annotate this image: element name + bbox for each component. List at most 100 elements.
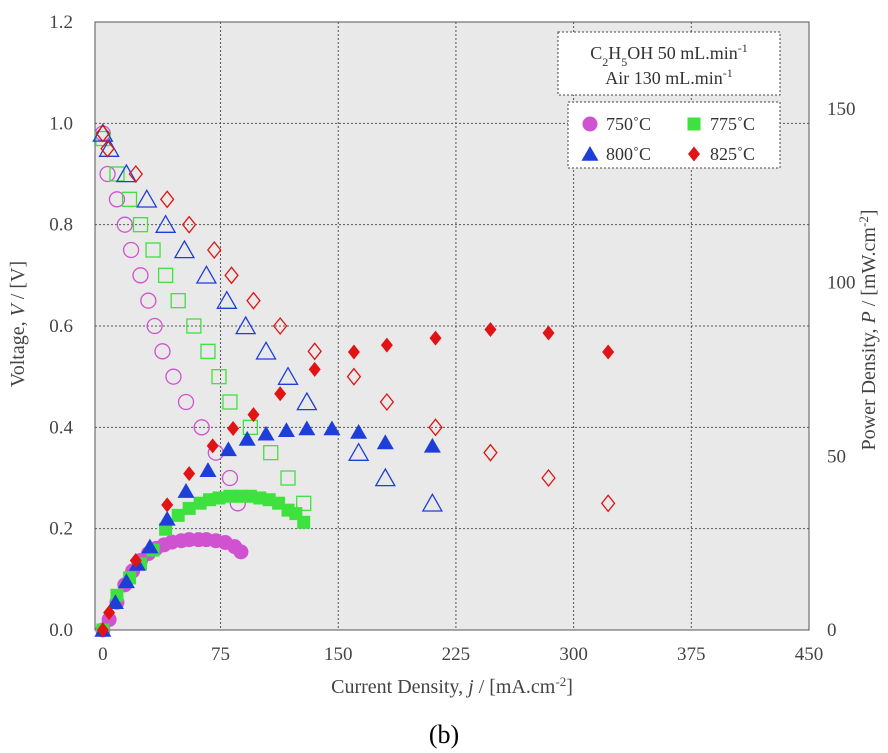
voltage-point — [379, 392, 395, 412]
power-point — [158, 510, 176, 526]
power-point — [274, 386, 287, 402]
x-axis-label: Current Density, j / [mA.cm-2] — [331, 674, 573, 699]
legend-marker — [582, 116, 598, 132]
voltage-point — [195, 265, 218, 284]
x-tick-label: 225 — [442, 644, 471, 665]
voltage-point — [211, 369, 227, 385]
series-825 — [95, 124, 616, 638]
voltage-point — [348, 442, 370, 461]
voltage-point — [600, 494, 616, 513]
y2-tick-label: 100 — [827, 273, 856, 294]
voltage-point — [296, 495, 312, 511]
power-point — [219, 441, 237, 457]
voltage-point — [428, 418, 443, 437]
voltage-point — [99, 165, 116, 183]
conditions-box: C2H5OH 50 mL.min-1 Air 130 mL.min-1 — [557, 31, 781, 96]
series-775 — [95, 130, 312, 637]
power-point — [484, 321, 497, 337]
legend-item: 800˚C — [581, 144, 651, 164]
power-point — [106, 594, 124, 610]
power-point — [423, 437, 441, 453]
voltage-point — [145, 242, 161, 258]
power-point — [257, 425, 275, 441]
voltage-point — [277, 366, 299, 385]
voltage-point — [122, 241, 140, 259]
power-point — [182, 501, 196, 515]
legend-marker — [687, 117, 701, 131]
x-tick-label: 0 — [98, 644, 108, 665]
voltage-point — [159, 190, 175, 209]
power-point — [206, 438, 219, 454]
power-point — [233, 544, 249, 560]
power-point — [542, 325, 555, 341]
voltage-point — [136, 189, 158, 208]
voltage-point — [421, 493, 444, 512]
voltage-point — [95, 124, 111, 143]
voltage-point — [157, 267, 174, 283]
power-point — [238, 430, 256, 446]
legend-label: 750˚C — [606, 114, 651, 134]
power-point — [298, 420, 316, 436]
voltage-point — [132, 217, 149, 233]
voltage-point — [177, 393, 195, 411]
voltage-point — [170, 293, 186, 309]
legend-item: 775˚C — [687, 114, 755, 134]
y2-tick-label: 150 — [827, 99, 856, 120]
x-tick-label: 75 — [211, 644, 230, 665]
voltage-point — [186, 318, 202, 334]
voltage-point — [193, 419, 210, 436]
power-point — [429, 330, 442, 346]
series-800 — [92, 123, 444, 637]
voltage-point — [173, 239, 196, 259]
y2-tick-label: 50 — [827, 446, 846, 467]
power-point — [277, 422, 295, 438]
power-point — [323, 420, 341, 436]
power-point — [177, 483, 195, 498]
voltage-point — [154, 343, 171, 360]
y-axis-label: Voltage, V / [V] — [7, 261, 29, 387]
voltage-point — [242, 419, 259, 435]
voltage-point — [121, 191, 138, 207]
voltage-point — [541, 468, 556, 488]
data-points — [92, 123, 616, 638]
power-point — [297, 515, 311, 529]
voltage-point — [296, 391, 318, 411]
voltage-point — [235, 315, 257, 335]
legend-label: 825˚C — [710, 144, 755, 164]
y-tick-label: 0.8 — [49, 215, 73, 236]
plot-frame — [94, 21, 810, 631]
voltage-point — [216, 290, 238, 309]
voltage-point — [307, 342, 322, 361]
power-point — [103, 605, 116, 621]
y-tick-label: 0.6 — [49, 316, 73, 337]
power-point — [212, 491, 226, 505]
voltage-point — [255, 341, 277, 360]
voltage-point — [263, 445, 279, 461]
y-tick-label: 0.0 — [49, 620, 73, 641]
legend-label: 775˚C — [710, 114, 755, 134]
figure-caption: (b) — [429, 720, 459, 749]
voltage-point — [207, 240, 222, 260]
power-point — [183, 466, 196, 482]
power-point — [161, 497, 174, 513]
power-point — [247, 407, 260, 423]
power-point — [141, 538, 159, 554]
voltage-point — [165, 368, 182, 385]
power-point — [117, 573, 135, 589]
power-point — [159, 522, 173, 536]
legend-item: 750˚C — [582, 114, 651, 134]
power-point — [96, 622, 109, 638]
power-point — [350, 423, 368, 439]
voltage-point — [115, 163, 138, 183]
y-tick-label: 1.0 — [49, 113, 73, 134]
condition-air: Air 130 mL.min-1 — [605, 66, 733, 88]
legend-item: 825˚C — [688, 144, 755, 164]
power-point — [347, 344, 360, 360]
voltage-point — [140, 292, 157, 309]
y2-axis-label: Power Density, P / [mW.cm-2] — [856, 209, 881, 450]
voltage-point — [272, 316, 288, 336]
x-tick-label: 375 — [677, 644, 706, 665]
voltage-point — [132, 267, 149, 284]
voltage-point — [146, 317, 163, 335]
